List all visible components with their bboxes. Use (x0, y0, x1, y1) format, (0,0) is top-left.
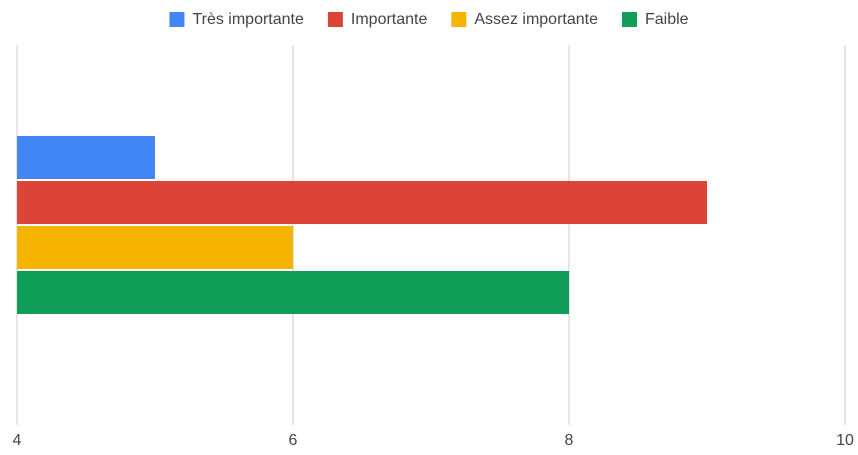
legend-label: Très importante (192, 11, 304, 28)
legend-swatch (169, 12, 185, 27)
bar (17, 136, 155, 179)
bar (17, 271, 569, 314)
legend-swatch (327, 12, 343, 27)
bar (17, 181, 707, 224)
legend-label: Assez importante (474, 11, 598, 28)
legend-label: Faible (645, 11, 689, 28)
bar (17, 226, 293, 269)
x-tick-label: 8 (565, 432, 574, 449)
x-tick-label: 6 (289, 432, 298, 449)
legend-swatch (621, 12, 637, 27)
x-tick-label: 10 (836, 432, 854, 449)
x-tick-label: 4 (13, 432, 22, 449)
legend-label: Importante (351, 11, 428, 28)
legend-swatch (451, 12, 467, 27)
